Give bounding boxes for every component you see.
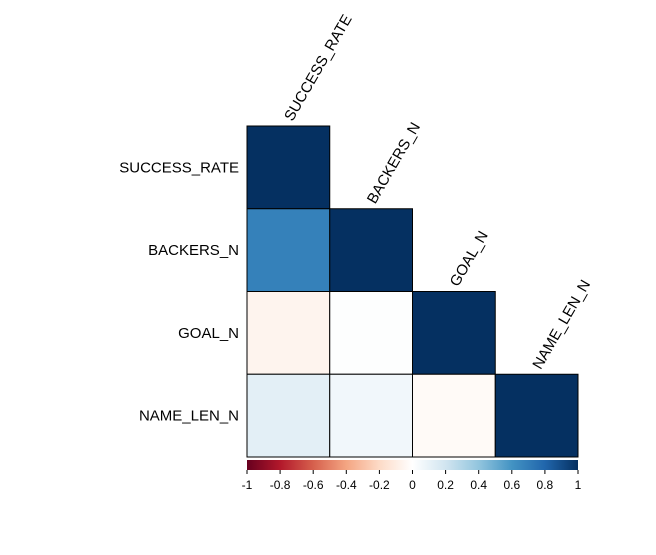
- colorbar: -1 -0.8 -0.6 -0.4 -0.2 0 0.2 0.4 0.6 0.8 1: [242, 460, 582, 492]
- colorbar-tick-label: 0.2: [437, 478, 454, 492]
- cell-name-len-n-backers-n: [329, 373, 413, 458]
- cell-name-len-n-goal-n: [412, 373, 496, 458]
- cell-backers-n-backers-n: [329, 208, 413, 292]
- colorbar-tick-label: -0.2: [369, 478, 390, 492]
- cell-goal-n-goal-n: [412, 291, 496, 375]
- colorbar-tick-label: -1: [242, 478, 253, 492]
- row-label-goal-n: GOAL_N: [178, 325, 239, 342]
- colorbar-tick-label: -0.8: [270, 478, 291, 492]
- column-label-success-rate: SUCCESS_RATE: [281, 12, 356, 124]
- row-label-backers-n: BACKERS_N: [148, 242, 239, 259]
- colorbar-tick-label: 0.6: [503, 478, 520, 492]
- cell-name-len-n-success-rate: [246, 373, 331, 458]
- colorbar-tick-label: 0: [409, 478, 416, 492]
- row-label-name-len-n: NAME_LEN_N: [139, 408, 239, 425]
- column-label-backers-n: BACKERS_N: [364, 120, 424, 207]
- colorbar-tick-label: -0.4: [336, 478, 357, 492]
- column-label-name-len-n: NAME_LEN_N: [529, 277, 594, 372]
- cell-goal-n-success-rate: [246, 291, 331, 375]
- colorbar-tick-label: 1: [575, 478, 582, 492]
- cell-backers-n-success-rate: [246, 208, 331, 292]
- colorbar-tick-label: 0.4: [470, 478, 487, 492]
- heatmap-cells: [246, 125, 579, 458]
- colorbar-tick-label: -0.6: [303, 478, 324, 492]
- cell-success-rate-success-rate: [246, 125, 331, 210]
- colorbar-gradient: [247, 460, 578, 470]
- cell-goal-n-backers-n: [329, 291, 413, 375]
- column-label-goal-n: GOAL_N: [447, 228, 492, 289]
- cell-name-len-n-name-len-n: [494, 373, 579, 458]
- colorbar-tick-label: 0.8: [537, 478, 554, 492]
- row-label-success-rate: SUCCESS_RATE: [119, 159, 239, 176]
- row-labels: SUCCESS_RATE BACKERS_N GOAL_N NAME_LEN_N: [119, 159, 239, 424]
